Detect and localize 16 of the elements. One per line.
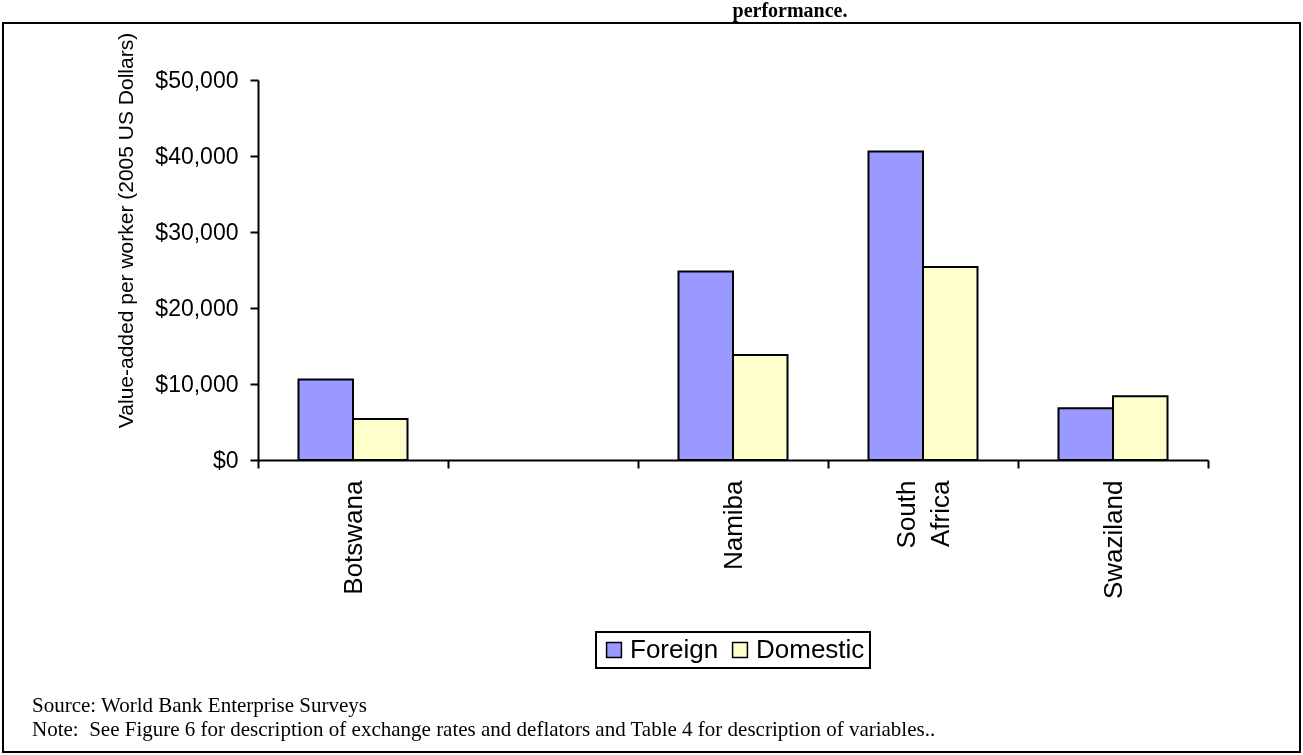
- x-tick-label: Namiba: [717, 479, 748, 571]
- chart-title: performance.: [731, 0, 849, 21]
- y-tick-label: $20,000: [155, 294, 239, 321]
- y-tick-label: $10,000: [155, 370, 239, 397]
- x-tick-label: Swaziland: [1097, 480, 1128, 600]
- y-tick-label: $40,000: [155, 142, 239, 169]
- x-tick-label: Botswana: [337, 479, 368, 595]
- y-tick-label: $50,000: [155, 66, 239, 93]
- y-tick-label: $0: [212, 446, 239, 473]
- text: Note: See Figure 6 for description of exchange rates and deflators and Table 4 for description of variables..: [32, 717, 936, 741]
- x-tick-label: South Africa: [890, 479, 955, 549]
- legend-label: Foreign: [630, 634, 719, 664]
- y-tick-label: $30,000: [155, 218, 239, 245]
- legend-label: Domestic: [756, 634, 865, 664]
- y-axis-title: Value-added per worker (2005 US Dollars): [113, 32, 137, 429]
- source-note: Source: World Bank Enterprise Surveys: [32, 693, 369, 717]
